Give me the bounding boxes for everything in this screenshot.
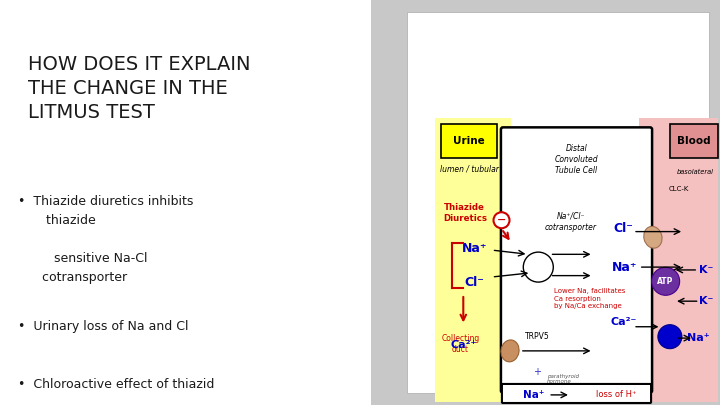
Bar: [435, 118, 511, 402]
Text: Ca²⁺: Ca²⁺: [450, 340, 477, 350]
Text: Urine: Urine: [453, 136, 485, 146]
Text: ATP: ATP: [657, 277, 674, 286]
Bar: [639, 118, 718, 402]
Text: −: −: [497, 215, 506, 225]
Text: Na⁺: Na⁺: [523, 390, 545, 400]
Text: •  Thiazide diuretics inhibits
       thiazide

         sensitive Na-Cl
      c: • Thiazide diuretics inhibits thiazide s…: [18, 195, 194, 284]
Text: •  Chloroactive effect of thiazid: • Chloroactive effect of thiazid: [18, 378, 215, 391]
Bar: [0, 0, 371, 405]
Text: loss of H⁺: loss of H⁺: [596, 390, 636, 399]
FancyBboxPatch shape: [502, 384, 651, 403]
Text: TRPV5: TRPV5: [524, 332, 549, 341]
Ellipse shape: [644, 226, 662, 248]
Text: •  Urinary loss of Na and Cl: • Urinary loss of Na and Cl: [18, 320, 189, 333]
Text: Cl⁻: Cl⁻: [613, 222, 633, 235]
Text: Na⁺: Na⁺: [612, 260, 637, 274]
Text: Ca²⁻: Ca²⁻: [610, 318, 636, 328]
Bar: [670, 124, 718, 158]
Text: Na⁺: Na⁺: [687, 333, 709, 343]
Text: +: +: [533, 367, 541, 377]
Text: Distal
Convoluted
Tubule Cell: Distal Convoluted Tubule Cell: [554, 143, 598, 175]
Ellipse shape: [501, 340, 519, 362]
Circle shape: [658, 325, 682, 349]
Text: CLC-K: CLC-K: [668, 186, 688, 192]
Circle shape: [652, 267, 680, 295]
FancyBboxPatch shape: [501, 127, 652, 392]
Text: K⁻: K⁻: [700, 265, 714, 275]
Text: Na⁺/Cl⁻
cotransporter: Na⁺/Cl⁻ cotransporter: [545, 212, 597, 232]
Circle shape: [493, 212, 510, 228]
Text: lumen / tubular: lumen / tubular: [439, 164, 498, 174]
Text: parathyroid
hormone: parathyroid hormone: [546, 373, 579, 384]
Text: basolateral: basolateral: [677, 169, 714, 175]
Bar: [407, 12, 709, 393]
Text: K⁻: K⁻: [700, 296, 714, 306]
Text: Lower Na, facilitates
Ca resorption
by Na/Ca exchange: Lower Na, facilitates Ca resorption by N…: [554, 288, 625, 309]
Text: Cl⁻: Cl⁻: [464, 276, 485, 289]
Text: Na⁺: Na⁺: [462, 242, 487, 255]
Text: Blood: Blood: [677, 136, 711, 146]
Circle shape: [523, 252, 553, 282]
Text: HOW DOES IT EXPLAIN
THE CHANGE IN THE
LITMUS TEST: HOW DOES IT EXPLAIN THE CHANGE IN THE LI…: [28, 55, 251, 122]
Text: Collecting
duct: Collecting duct: [441, 334, 480, 354]
Text: Thiazide
Diuretics: Thiazide Diuretics: [444, 203, 487, 223]
Bar: [441, 124, 498, 158]
